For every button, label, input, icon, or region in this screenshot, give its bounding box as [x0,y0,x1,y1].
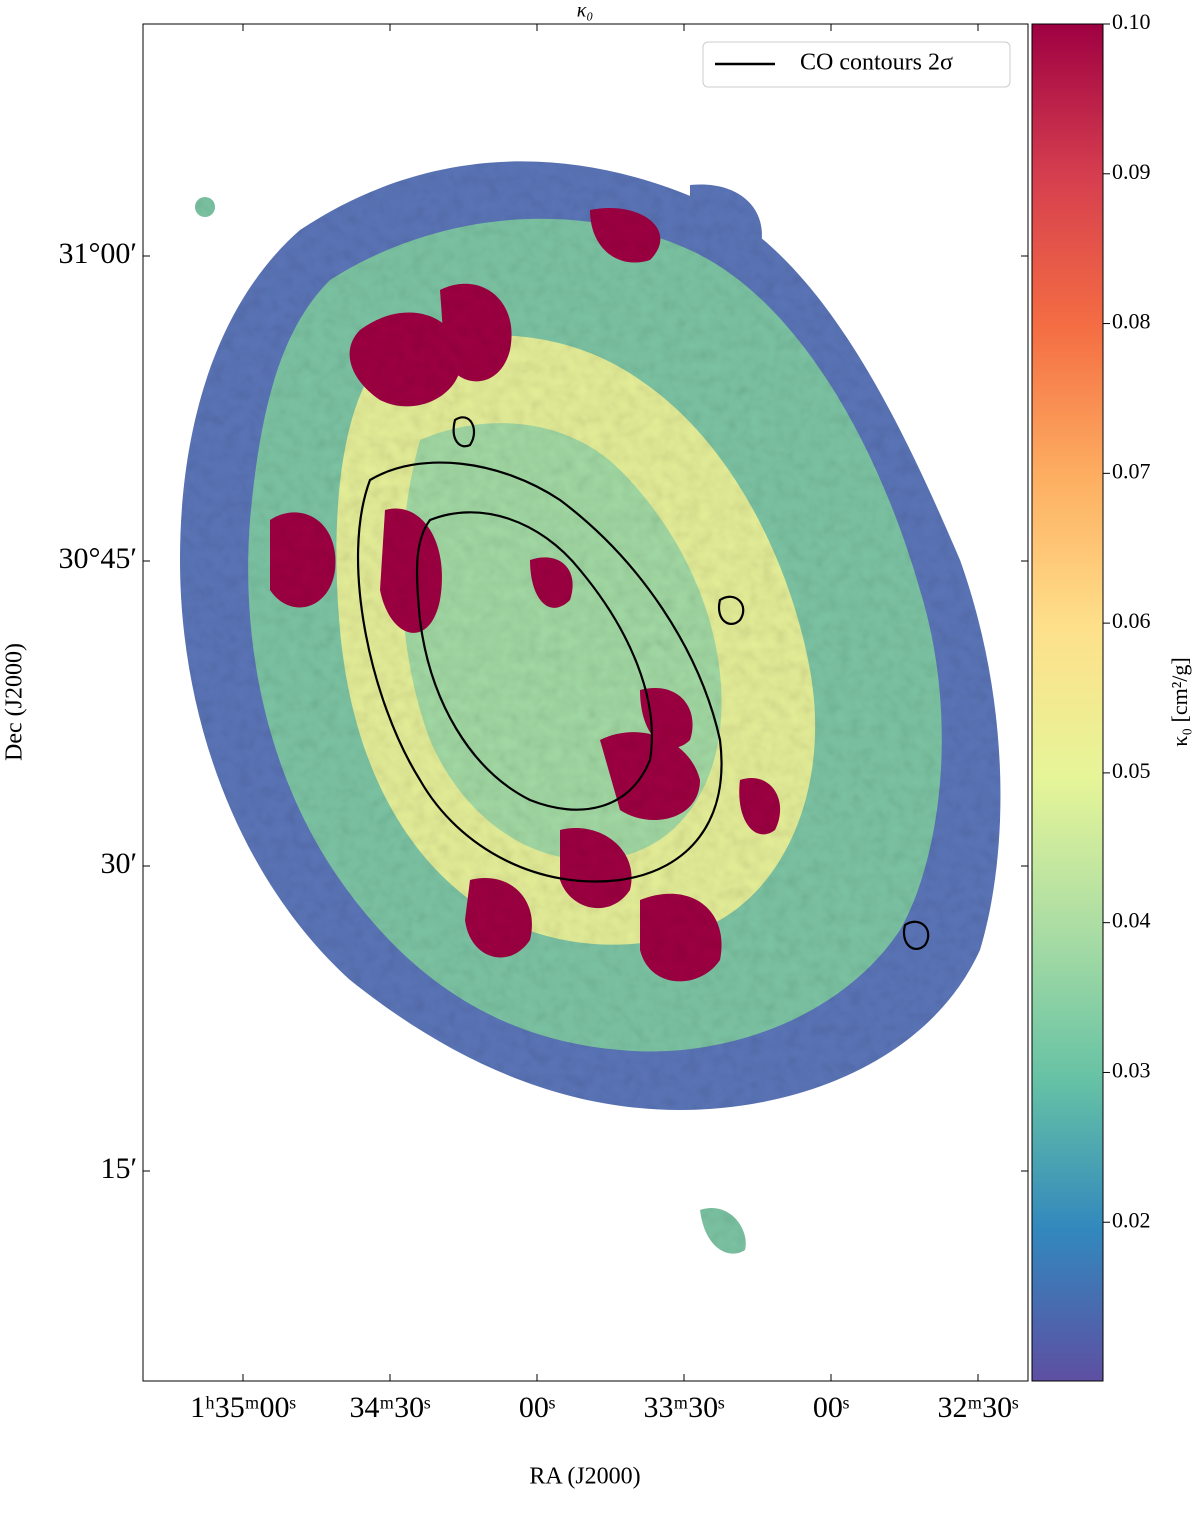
x-tick-label: 00ˢ [519,1391,555,1424]
colorbar-tick-label: 0.02 [1112,1207,1151,1232]
legend-box [702,41,1011,88]
y-axis-label: Dec (J2000) [2,643,28,761]
legend-label: CO contours 2σ [800,50,953,76]
colorbar-tick-label: 0.03 [1112,1058,1151,1083]
colorbar-tick-label: 0.07 [1112,458,1151,483]
co-contours [356,416,930,950]
colorbar-tick-label: 0.05 [1112,758,1151,783]
colorbar-tick-label: 0.08 [1112,309,1151,334]
chart-title: κ₀ [577,0,594,22]
colorbar-tick-label: 0.06 [1112,608,1151,633]
colorbar-tick-label: 0.10 [1112,9,1151,34]
x-tick-label: 1ʰ35ᵐ00ˢ [190,1391,296,1424]
x-tick-label: 33ᵐ30ˢ [643,1391,724,1424]
galaxy-image [180,161,1001,1254]
y-tick-label: 31°00′ [58,237,137,270]
plot-frame [142,23,1029,1382]
y-tick-label: 30′ [100,847,137,880]
colorbar-label: κ₀ [cm²/g] [1167,657,1192,747]
colorbar-tick-label: 0.09 [1112,159,1151,184]
colorbar [1031,23,1104,1382]
x-tick-label: 00ˢ [813,1391,849,1424]
x-tick-label: 34ᵐ30ˢ [349,1391,430,1424]
x-tick-label: 32ᵐ30ˢ [937,1391,1018,1424]
legend: CO contours 2σ [702,41,1011,88]
colorbar-tick-label: 0.04 [1112,908,1151,933]
x-axis-label: RA (J2000) [529,1464,640,1490]
y-tick-label: 15′ [100,1152,137,1185]
y-tick-label: 30°45′ [58,542,137,575]
